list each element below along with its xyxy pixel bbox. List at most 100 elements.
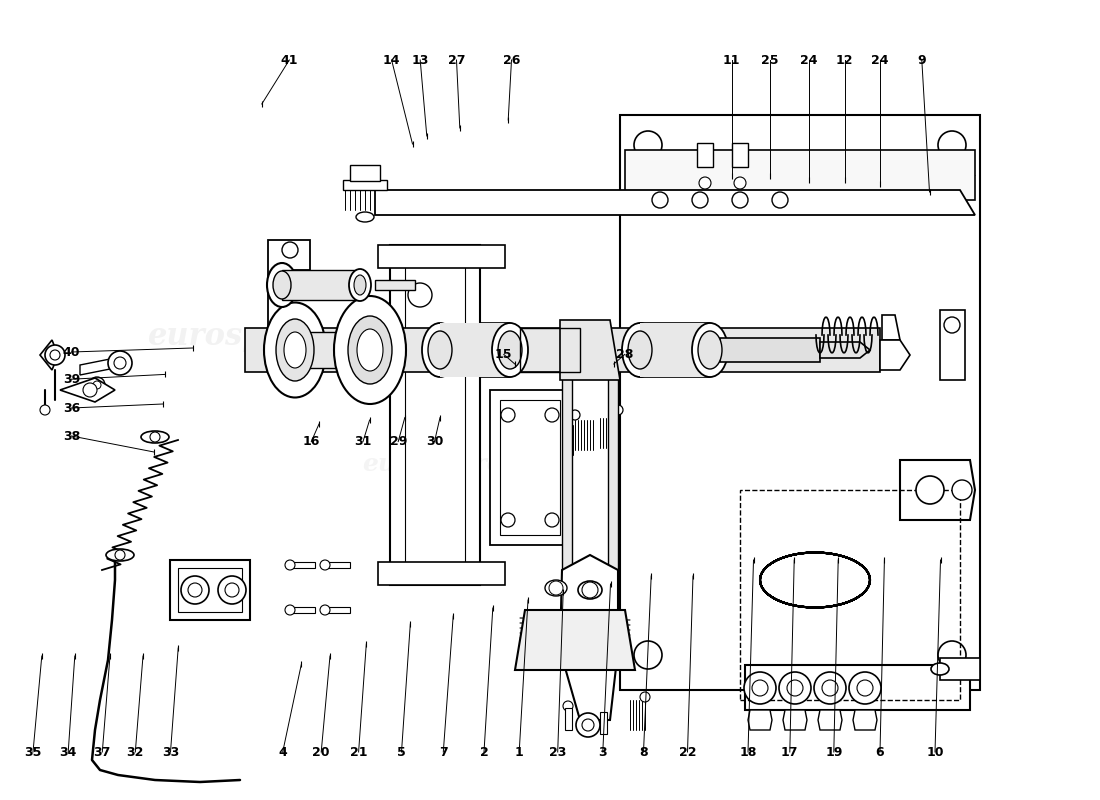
Circle shape: [857, 680, 873, 696]
Circle shape: [814, 672, 846, 704]
Polygon shape: [882, 315, 900, 340]
Polygon shape: [80, 358, 116, 375]
Circle shape: [182, 576, 209, 604]
Circle shape: [598, 705, 608, 715]
Polygon shape: [818, 710, 842, 730]
Polygon shape: [745, 665, 970, 710]
Text: 31: 31: [354, 435, 372, 448]
Circle shape: [226, 583, 239, 597]
Polygon shape: [783, 710, 807, 730]
Text: 11: 11: [723, 54, 740, 66]
Circle shape: [218, 576, 246, 604]
Circle shape: [613, 405, 623, 415]
Polygon shape: [292, 607, 315, 613]
Polygon shape: [697, 143, 713, 167]
Polygon shape: [820, 342, 870, 358]
Ellipse shape: [931, 663, 949, 675]
Text: 20: 20: [312, 746, 330, 758]
Circle shape: [634, 641, 662, 669]
Text: 35: 35: [24, 746, 42, 758]
Polygon shape: [940, 310, 965, 380]
Circle shape: [692, 192, 708, 208]
Text: 16: 16: [302, 435, 320, 448]
Circle shape: [408, 283, 432, 307]
Polygon shape: [608, 378, 618, 590]
Polygon shape: [170, 560, 250, 620]
Text: eurospares: eurospares: [587, 321, 777, 351]
Circle shape: [652, 192, 668, 208]
Ellipse shape: [498, 331, 522, 369]
Ellipse shape: [356, 212, 374, 222]
Ellipse shape: [348, 316, 392, 384]
Text: 30: 30: [426, 435, 443, 448]
Text: 24: 24: [800, 54, 817, 66]
Circle shape: [640, 692, 650, 702]
Text: 39: 39: [63, 373, 80, 386]
Polygon shape: [500, 400, 560, 535]
Text: 21: 21: [350, 746, 367, 758]
Text: 18: 18: [739, 746, 757, 758]
Circle shape: [938, 641, 966, 669]
Circle shape: [779, 672, 811, 704]
Text: 25: 25: [761, 54, 779, 66]
Text: 14: 14: [383, 54, 400, 66]
Ellipse shape: [428, 331, 452, 369]
Polygon shape: [343, 180, 387, 190]
Text: 24: 24: [871, 54, 889, 66]
Circle shape: [582, 719, 594, 731]
Circle shape: [94, 381, 101, 389]
Ellipse shape: [141, 431, 169, 443]
Text: 27: 27: [448, 54, 465, 66]
Ellipse shape: [106, 549, 134, 561]
Polygon shape: [282, 270, 360, 300]
Polygon shape: [378, 562, 505, 585]
Polygon shape: [268, 240, 310, 335]
Circle shape: [570, 410, 580, 420]
Circle shape: [544, 513, 559, 527]
Polygon shape: [178, 568, 242, 612]
Circle shape: [82, 383, 97, 397]
Circle shape: [563, 701, 573, 711]
Polygon shape: [440, 323, 510, 377]
Polygon shape: [405, 260, 465, 570]
Circle shape: [116, 550, 125, 560]
Polygon shape: [490, 390, 570, 545]
Polygon shape: [620, 115, 980, 690]
Polygon shape: [562, 378, 572, 590]
Text: 37: 37: [94, 746, 111, 758]
Polygon shape: [940, 658, 980, 680]
Circle shape: [576, 713, 600, 737]
Circle shape: [938, 131, 966, 159]
Ellipse shape: [273, 271, 292, 299]
Text: 15: 15: [495, 348, 513, 361]
Circle shape: [634, 131, 662, 159]
Ellipse shape: [422, 323, 458, 377]
Text: 1: 1: [515, 746, 524, 758]
Text: 10: 10: [926, 746, 944, 758]
Circle shape: [320, 605, 330, 615]
Circle shape: [45, 345, 65, 365]
Text: 40: 40: [63, 346, 80, 358]
Circle shape: [108, 351, 132, 375]
Ellipse shape: [698, 331, 722, 369]
Circle shape: [282, 242, 298, 258]
Ellipse shape: [354, 275, 366, 295]
Text: 22: 22: [679, 746, 696, 758]
Text: 32: 32: [126, 746, 144, 758]
Polygon shape: [560, 320, 620, 380]
Polygon shape: [292, 562, 315, 568]
Text: eurospares: eurospares: [363, 452, 517, 476]
Ellipse shape: [578, 581, 602, 599]
Polygon shape: [720, 338, 820, 362]
Circle shape: [849, 672, 881, 704]
Polygon shape: [900, 460, 975, 520]
Text: 34: 34: [59, 746, 77, 758]
Circle shape: [89, 377, 104, 393]
Text: 33: 33: [162, 746, 179, 758]
Circle shape: [744, 672, 775, 704]
Text: 36: 36: [63, 402, 80, 414]
Circle shape: [549, 581, 563, 595]
Text: 41: 41: [280, 54, 298, 66]
Circle shape: [786, 680, 803, 696]
Text: 26: 26: [503, 54, 520, 66]
